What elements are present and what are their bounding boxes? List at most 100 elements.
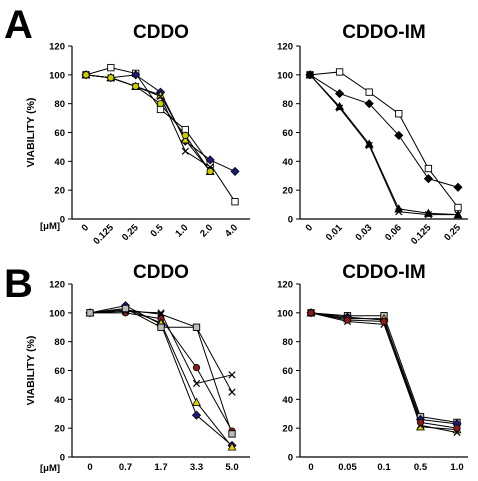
y-tick-label: 100	[277, 308, 293, 319]
y-tick-label: 80	[54, 337, 65, 348]
chart-panel-2: CDDO-IM 0 20 40 60 80 100 120 0 0.01 0.03 0.06 0.125…	[277, 22, 468, 247]
chart-title: CDDO-IM	[342, 262, 425, 283]
series-line-4	[85, 74, 211, 168]
chart-title: CDDO-IM	[342, 22, 425, 43]
data-point-s2	[364, 99, 374, 109]
series-line-1	[309, 71, 459, 208]
data-point-s4	[454, 211, 462, 219]
x-tick-label: 0.01	[324, 222, 345, 243]
x-tick-label: 0	[304, 222, 316, 234]
series-line-3	[309, 74, 459, 216]
data-point-s2	[453, 182, 463, 192]
y-tick-label: 0	[288, 453, 293, 464]
data-point-s6	[86, 309, 94, 317]
data-point-s2	[335, 89, 345, 99]
data-point-s5	[82, 71, 90, 79]
data-point-s1	[454, 203, 462, 212]
series-line-4	[309, 74, 458, 216]
y-tick-label: 40	[282, 157, 293, 168]
x-tick-label: 0.05	[338, 462, 357, 473]
data-point-s4	[157, 309, 165, 317]
data-point-s4	[365, 141, 373, 150]
panel-letter-b: B	[4, 262, 33, 306]
chart-title: CDDO	[133, 262, 189, 283]
series-line-4	[310, 312, 458, 433]
x-tick-label: 0.03	[353, 222, 374, 243]
x-tick-label: 0	[308, 462, 313, 473]
y-tick-label: 60	[54, 366, 65, 377]
data-point-s6	[192, 323, 201, 331]
y-tick-label: 80	[282, 337, 293, 348]
y-axis-label: VIABILITY (%)	[25, 336, 37, 406]
x-tick-label: 0.125	[91, 222, 116, 247]
data-point-s6	[121, 304, 130, 313]
y-tick-label: 40	[54, 395, 65, 406]
data-point-s5	[228, 388, 236, 396]
data-point-s1	[231, 198, 239, 206]
data-point-s4	[395, 208, 403, 216]
data-point-s5	[380, 317, 388, 326]
data-point-s5	[307, 309, 315, 317]
y-tick-label: 0	[60, 453, 65, 464]
data-point-s1	[395, 110, 403, 118]
data-point-s5	[453, 424, 461, 432]
y-tick-label: 120	[277, 280, 293, 291]
series-line-2	[310, 312, 458, 425]
data-point-s4	[192, 379, 201, 388]
y-tick-label: 20	[54, 424, 65, 435]
y-tick-label: 120	[49, 280, 65, 291]
data-point-s1	[107, 63, 115, 72]
data-point-s5	[107, 74, 115, 82]
y-tick-label: 60	[282, 128, 293, 139]
data-point-s2	[230, 166, 240, 176]
data-point-s3	[180, 135, 190, 144]
chart-panel-4: CDDO-IM 0 20 40 60 80 100 120 0 0.05 0.1 0.5 1.0	[277, 262, 468, 473]
x-tick-label: 0.06	[383, 222, 404, 243]
x-tick-label: 0	[87, 462, 92, 473]
y-tick-label: 0	[60, 215, 65, 226]
y-tick-label: 100	[49, 70, 65, 81]
data-point-s5	[416, 418, 425, 426]
series-line-5	[310, 312, 458, 429]
x-tick-label: 4.0	[223, 222, 240, 239]
data-point-s1	[192, 364, 201, 372]
x-tick-label: 1.7	[154, 462, 167, 473]
x-tick-label: 0.1	[377, 462, 391, 473]
series-line-1	[310, 312, 458, 423]
data-point-s3	[227, 442, 237, 451]
y-axis-label: VIABILITY (%)	[25, 98, 37, 168]
data-point-s4	[156, 92, 165, 101]
y-tick-label: 80	[282, 99, 293, 110]
data-point-s5	[132, 82, 140, 90]
y-tick-label: 20	[282, 186, 293, 197]
unit-label: [μM]	[40, 221, 60, 232]
data-point-s4	[228, 371, 236, 379]
y-tick-label: 40	[54, 157, 65, 168]
x-tick-label: 0	[80, 222, 92, 234]
data-point-s2	[191, 410, 202, 420]
y-tick-label: 40	[282, 395, 293, 406]
x-tick-label: 3.3	[190, 462, 203, 473]
data-point-s5	[157, 310, 165, 318]
data-point-s5	[156, 100, 165, 108]
data-point-s2	[423, 174, 433, 184]
series-line-3	[85, 74, 211, 172]
y-tick-label: 0	[288, 215, 293, 226]
y-tick-label: 100	[49, 308, 65, 319]
series-line-5	[85, 74, 211, 172]
data-point-s1	[424, 164, 433, 173]
x-tick-label: 0.25	[120, 222, 141, 243]
x-tick-label: 5.0	[225, 462, 238, 473]
data-point-s2	[205, 155, 215, 165]
data-point-s6	[228, 430, 236, 438]
x-tick-label: 1.0	[450, 462, 463, 473]
data-point-s1	[365, 88, 373, 96]
x-tick-label: 0.5	[148, 222, 166, 240]
chart-panel-3: CDDO 0 20 40 60 80 100 120 0 0.7 1.7 3.3 5.0 VIABILIT…	[25, 262, 250, 474]
data-point-s3	[192, 397, 201, 406]
x-tick-label: 0.25	[442, 222, 463, 243]
y-tick-label: 80	[54, 99, 65, 110]
data-point-s4	[424, 211, 433, 219]
